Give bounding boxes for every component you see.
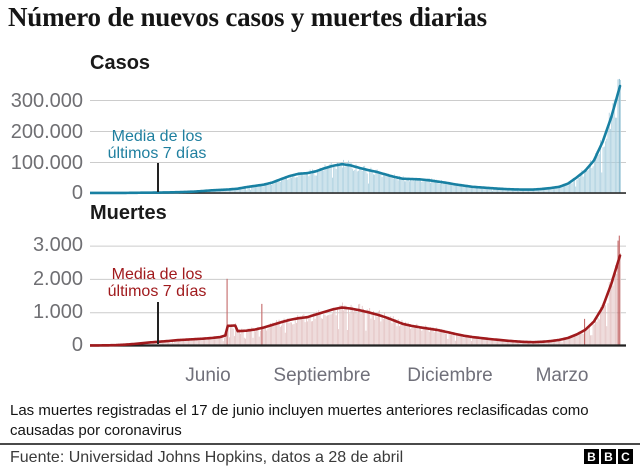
deaths-annotation-line1: Media de los	[111, 266, 203, 283]
x-axis-label-diciembre: Diciembre	[407, 365, 493, 386]
deaths-chart-canvas	[90, 224, 630, 354]
footer-divider	[0, 443, 640, 445]
bbc-logo-letter: B	[584, 449, 599, 464]
cases-annotation-line2: últimos 7 días	[107, 145, 207, 162]
cases-annotation-pointer-line	[157, 163, 159, 192]
x-axis-label-septiembre: Septiembre	[273, 365, 371, 386]
deaths-ytick-1000: 1.000	[32, 301, 83, 323]
bbc-logo-letter: C	[618, 449, 633, 464]
deaths-average-annotation: Media de los últimos 7 días	[82, 266, 232, 300]
bbc-logo-letter: B	[601, 449, 616, 464]
cases-ytick-300000: 300.000	[10, 90, 83, 112]
deaths-chart-title: Muertes	[90, 202, 167, 224]
cases-ytick-0: 0	[71, 182, 83, 204]
deaths-annotation-pointer-line	[157, 302, 159, 344]
x-axis-label-junio: Junio	[185, 365, 231, 386]
cases-annotation-line1: Media de los	[111, 128, 203, 145]
deaths-annotation-line2: últimos 7 días	[107, 283, 207, 300]
deaths-ytick-0: 0	[71, 334, 83, 356]
x-axis-label-marzo: Marzo	[535, 365, 589, 386]
footnote: Las muertes registradas el 17 de junio i…	[10, 402, 589, 439]
bbc-logo: B B C	[584, 449, 633, 464]
cases-chart-canvas	[90, 60, 630, 200]
page-title: Número de nuevos casos y muertes diarias	[8, 2, 487, 32]
deaths-ytick-2000: 2.000	[32, 268, 83, 290]
cases-ytick-200000: 200.000	[10, 121, 83, 143]
deaths-ytick-3000: 3.000	[32, 234, 83, 256]
cases-average-annotation: Media de los últimos 7 días	[82, 128, 232, 162]
cases-chart-title: Casos	[90, 52, 151, 74]
source-line: Fuente: Universidad Johns Hopkins, datos…	[10, 449, 404, 466]
cases-ytick-100000: 100.000	[10, 152, 83, 174]
